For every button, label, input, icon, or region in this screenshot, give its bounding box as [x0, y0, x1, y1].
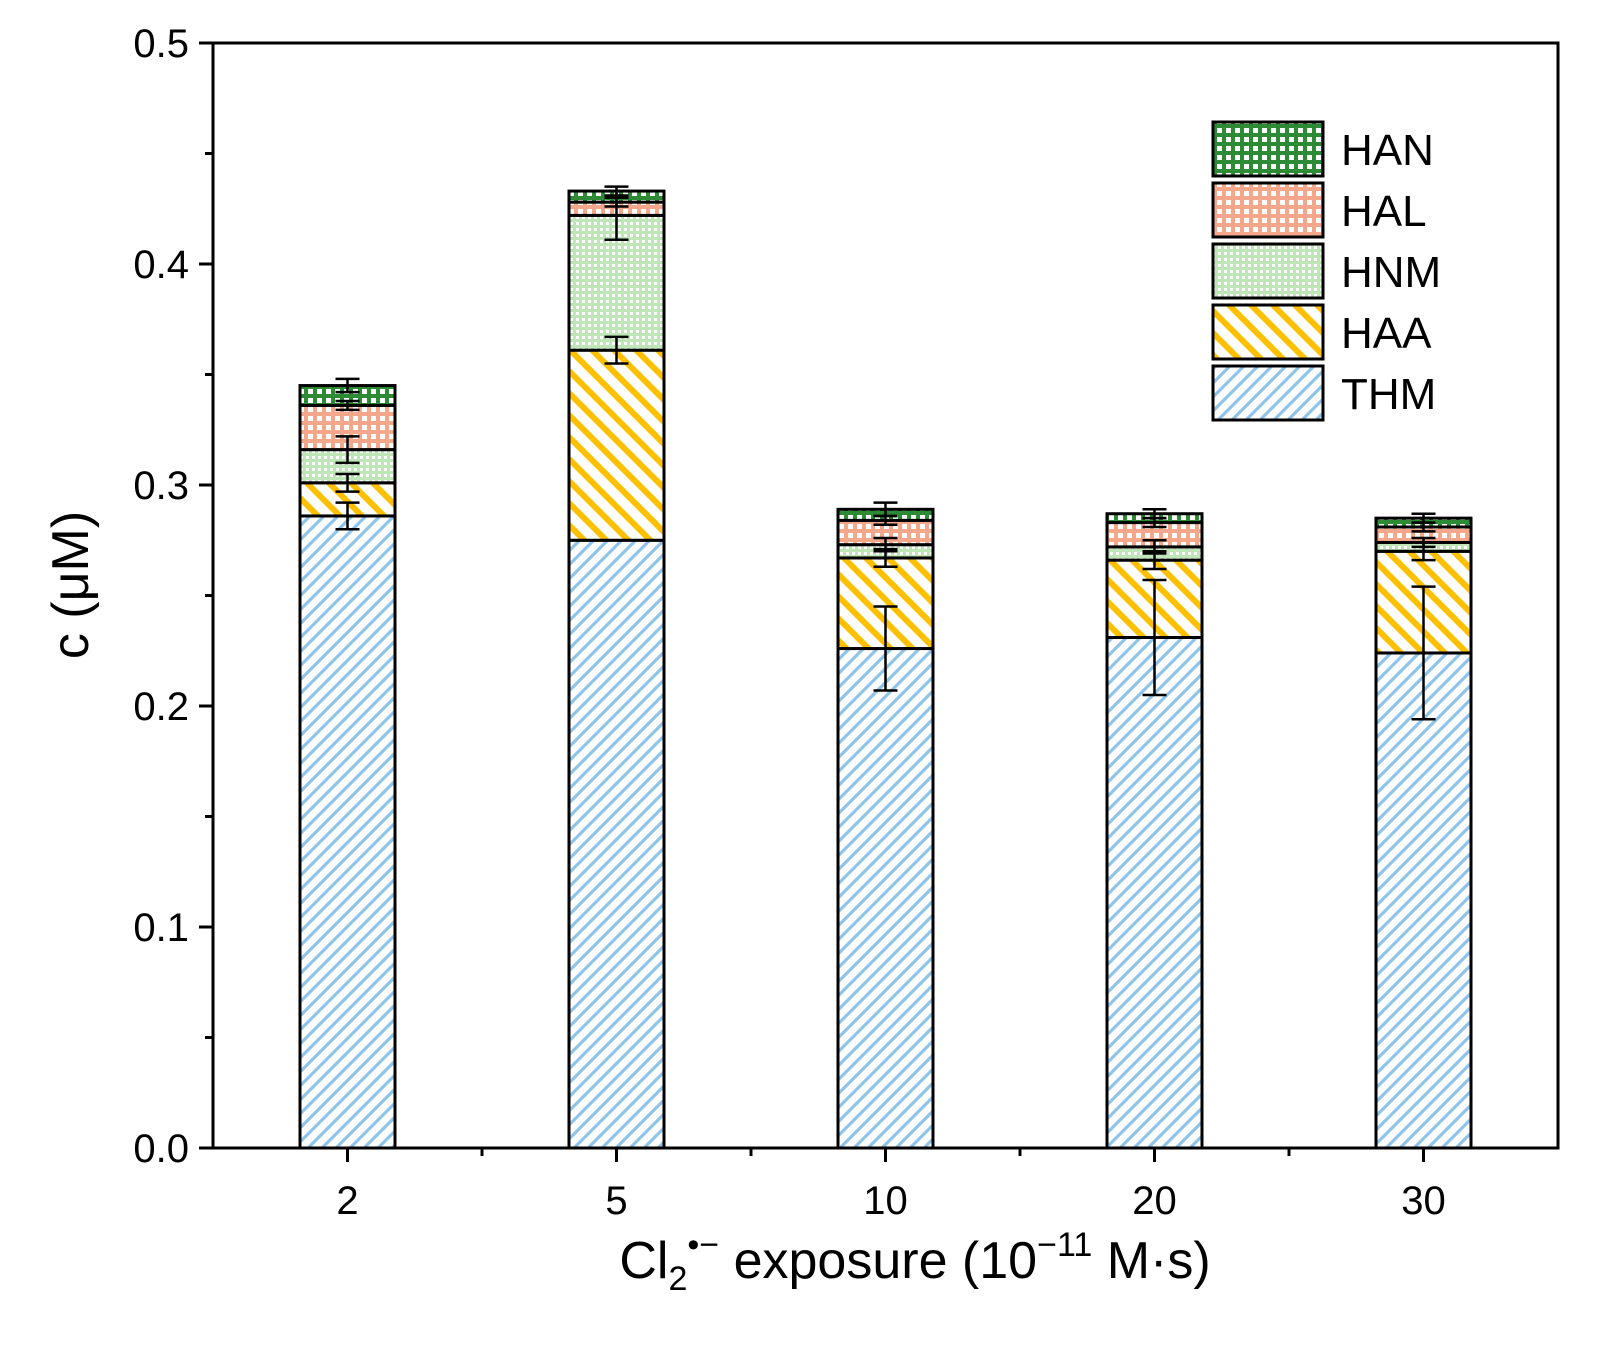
bar-segment-thm [298, 514, 397, 1150]
x-tick-label: 2 [336, 1179, 358, 1223]
bar-segment-thm [567, 538, 666, 1150]
bar-segment-thm [1105, 635, 1204, 1150]
legend-label-hnm: HNM [1341, 248, 1441, 297]
x-title-sub: 2 [668, 1260, 687, 1298]
legend-swatch-hnm [1211, 242, 1325, 300]
plot-axes: 0.0 0.1 0.2 0.3 0.4 0.5 2 5 10 20 30 [133, 22, 1560, 1223]
x-title-middle: exposure (10 [719, 1232, 1037, 1290]
x-title-sup: •− [687, 1226, 719, 1264]
legend-swatch-thm [1211, 364, 1325, 422]
legend-label-han: HAN [1341, 126, 1434, 175]
y-tick-label: 0.2 [133, 685, 189, 729]
x-tick-label: 20 [1132, 1179, 1177, 1223]
legend-swatch-hal [1211, 181, 1325, 239]
error-bars-layer [335, 185, 1436, 721]
legend-label-thm: THM [1341, 370, 1436, 419]
y-tick-label: 0.5 [133, 22, 189, 66]
y-tick-label: 0.1 [133, 906, 189, 950]
legend: HAN HAL HNM HAA THM [1211, 120, 1441, 422]
legend-swatch-han [1211, 120, 1325, 178]
bar-segment-thm [1374, 651, 1473, 1150]
x-axis-title: Cl2•− exposure (10−11 M·s) [619, 1226, 1210, 1298]
y-tick-label: 0.4 [133, 243, 189, 287]
x-tick-label: 5 [605, 1179, 627, 1223]
y-axis-title: c (μM) [42, 511, 100, 659]
x-tick-label: 10 [863, 1179, 908, 1223]
bar-segment-haa [567, 348, 666, 542]
y-tick-label: 0.0 [133, 1127, 189, 1171]
legend-label-haa: HAA [1341, 309, 1432, 358]
legend-label-hal: HAL [1341, 187, 1427, 236]
x-tick-label: 30 [1401, 1179, 1446, 1223]
x-title-prefix: Cl [619, 1232, 668, 1290]
x-title-exp: −11 [1037, 1226, 1092, 1264]
y-tick-label: 0.3 [133, 464, 189, 508]
bar-segment-thm [836, 647, 935, 1150]
x-title-suffix: M·s) [1092, 1232, 1210, 1290]
legend-swatch-haa [1211, 303, 1325, 361]
